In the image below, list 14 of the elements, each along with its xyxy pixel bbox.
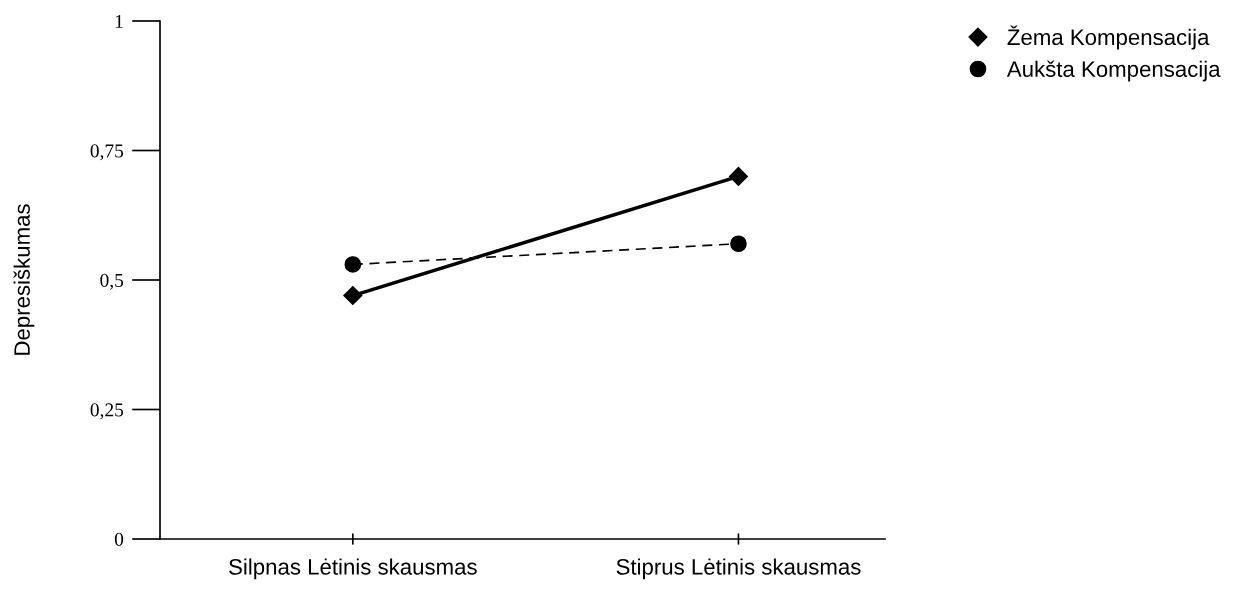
legend-label: Žema Kompensacija [1007, 25, 1210, 50]
x-tick-label: Silpnas Lėtinis skausmas [229, 558, 477, 580]
y-tick-label: 0,5 [100, 273, 124, 290]
point [728, 166, 748, 186]
point [730, 235, 747, 253]
y-tick-label: 0 [114, 532, 124, 546]
legend-label: Aukšta Kompensacija [1006, 60, 1221, 82]
point [344, 256, 362, 273]
y-tick-label: 0,25 [90, 403, 124, 420]
point [343, 286, 363, 306]
y-axis-title: Depresiškumas [13, 204, 35, 355]
y-tick-label: 0,75 [90, 144, 124, 161]
x-tick-label: Stiprus Lėtinis skausmas [616, 558, 861, 580]
y-tick-label: 1 [115, 14, 123, 28]
